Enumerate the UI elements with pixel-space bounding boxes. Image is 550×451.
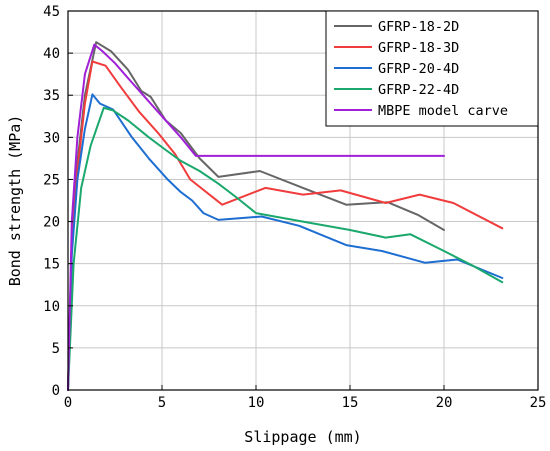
y-tick-label: 20 bbox=[43, 215, 60, 231]
legend-label: MBPE model carve bbox=[378, 103, 508, 119]
y-tick-label: 45 bbox=[43, 4, 60, 20]
x-tick-label: 5 bbox=[158, 395, 166, 411]
x-tick-label: 15 bbox=[342, 395, 359, 411]
y-axis-title: Bond strength (MPa) bbox=[6, 115, 24, 287]
ticks: 0 5 10 15 20 25 0 5 10 15 20 25 30 35 40 45 bbox=[43, 4, 546, 411]
series-line-gfrp-22-4d bbox=[67, 106, 504, 391]
legend: GFRP-18-2D GFRP-18-3D GFRP-20-4D GFRP-22-4D… bbox=[325, 10, 539, 127]
x-tick-label: 10 bbox=[248, 395, 265, 411]
series-layer bbox=[67, 41, 504, 391]
y-tick-label: 10 bbox=[43, 299, 60, 315]
y-tick-label: 40 bbox=[43, 46, 60, 62]
plot-frame bbox=[67, 10, 539, 391]
series-line-gfrp-18-3d bbox=[67, 60, 504, 391]
x-tick-label: 25 bbox=[530, 395, 547, 411]
y-tick-label: 5 bbox=[52, 341, 60, 357]
series-line-gfrp-20-4d bbox=[67, 93, 504, 391]
y-tick-label: 30 bbox=[43, 130, 60, 146]
legend-label: GFRP-18-3D bbox=[378, 40, 459, 56]
series-line-mbpe-model-carve bbox=[67, 43, 445, 391]
y-tick-label: 0 bbox=[52, 383, 60, 399]
legend-label: GFRP-20-4D bbox=[378, 61, 459, 77]
y-tick-label: 35 bbox=[43, 88, 60, 104]
y-tick-label: 15 bbox=[43, 257, 60, 273]
y-tick-label: 25 bbox=[43, 172, 60, 188]
legend-label: GFRP-22-4D bbox=[378, 82, 459, 98]
x-tick-label: 20 bbox=[436, 395, 453, 411]
x-axis-title: Slippage (mm) bbox=[244, 428, 361, 446]
legend-label: GFRP-18-2D bbox=[378, 19, 459, 35]
x-tick-label: 0 bbox=[64, 395, 72, 411]
